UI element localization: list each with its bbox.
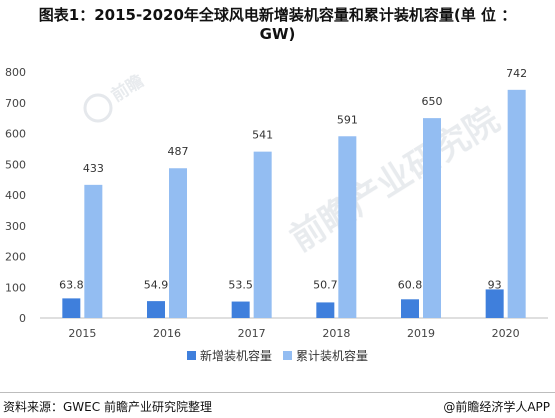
data-label-new-capacity: 60.8	[398, 278, 423, 291]
chart-title-line-1: 图表1：2015-2020年全球风电新增装机容量和累计装机容量(单 位 ：	[38, 6, 517, 24]
bar-cumulative-capacity	[338, 136, 357, 318]
source-text: 资料来源：GWEC 前瞻产业研究院整理	[3, 400, 212, 414]
bars: 63.8 433 54.9 487 53.5 541 50.7 591 60.8 650 93 742	[59, 67, 527, 319]
x-tick-label: 2018	[322, 327, 350, 340]
x-tick-label: 2019	[407, 327, 435, 340]
data-label-new-capacity: 50.7	[313, 278, 338, 291]
bar-cumulative-capacity	[507, 89, 526, 319]
bar-new-capacity	[147, 301, 165, 318]
data-label-cumulative-capacity: 591	[337, 113, 358, 126]
legend-swatch-cumulative-capacity	[283, 351, 292, 360]
x-axis: 2015 2016 2017 2018 2019 2020	[68, 327, 519, 340]
bar-cumulative-capacity	[253, 151, 272, 318]
data-label-new-capacity: 53.5	[228, 278, 253, 291]
data-label-new-capacity: 63.8	[59, 278, 84, 291]
y-tick-label: 500	[5, 158, 26, 171]
y-tick-label: 100	[5, 281, 26, 294]
y-tick-label: 400	[5, 189, 26, 202]
data-label-cumulative-capacity: 541	[252, 129, 273, 142]
data-label-new-capacity: 54.9	[144, 278, 169, 291]
bar-new-capacity	[485, 289, 504, 318]
y-tick-label: 200	[5, 251, 26, 264]
y-tick-label: 700	[5, 97, 26, 110]
chart-title-line-2: GW)	[259, 25, 296, 43]
bar-cumulative-capacity	[169, 168, 187, 318]
bar-chart: 前瞻 前瞻产业研究院 0 100 200 300 400 500 600 700 800 63.…	[5, 66, 548, 363]
y-tick-label: 600	[5, 128, 26, 141]
watermark-text: 前瞻产业研究院	[284, 100, 507, 260]
brand-text: @前瞻经济学人APP	[443, 400, 550, 414]
chart-title: 图表1：2015-2020年全球风电新增装机容量和累计装机容量(单 位 ： GW…	[0, 6, 555, 44]
x-tick-label: 2017	[238, 327, 266, 340]
footer: 资料来源：GWEC 前瞻产业研究院整理 @前瞻经济学人APP	[0, 392, 555, 418]
legend: 新增装机容量 累计装机容量	[187, 348, 368, 363]
bar-new-capacity	[62, 298, 81, 318]
watermark-logo-text: 前瞻	[108, 70, 148, 106]
bar-cumulative-capacity	[423, 118, 441, 318]
y-tick-label: 0	[19, 312, 26, 325]
legend-swatch-new-capacity	[187, 351, 196, 360]
legend-label-new-capacity: 新增装机容量	[200, 348, 272, 363]
bar-cumulative-capacity	[84, 184, 103, 318]
x-tick-label: 2016	[153, 327, 181, 340]
data-label-cumulative-capacity: 487	[168, 145, 189, 158]
y-tick-label: 300	[5, 220, 26, 233]
bar-new-capacity	[316, 302, 335, 318]
data-label-cumulative-capacity: 433	[83, 162, 104, 175]
data-label-new-capacity: 93	[488, 278, 502, 291]
data-label-cumulative-capacity: 742	[506, 67, 527, 80]
x-tick-label: 2020	[492, 327, 520, 340]
y-axis: 0 100 200 300 400 500 600 700 800	[5, 66, 26, 325]
legend-label-cumulative-capacity: 累计装机容量	[296, 348, 368, 363]
watermark: 前瞻 前瞻产业研究院	[83, 70, 507, 260]
x-tick-label: 2015	[68, 327, 96, 340]
bar-new-capacity	[231, 301, 250, 318]
bar-new-capacity	[401, 299, 419, 318]
y-tick-label: 800	[5, 66, 26, 79]
data-label-cumulative-capacity: 650	[422, 95, 443, 108]
watermark-logo-icon	[83, 93, 113, 123]
